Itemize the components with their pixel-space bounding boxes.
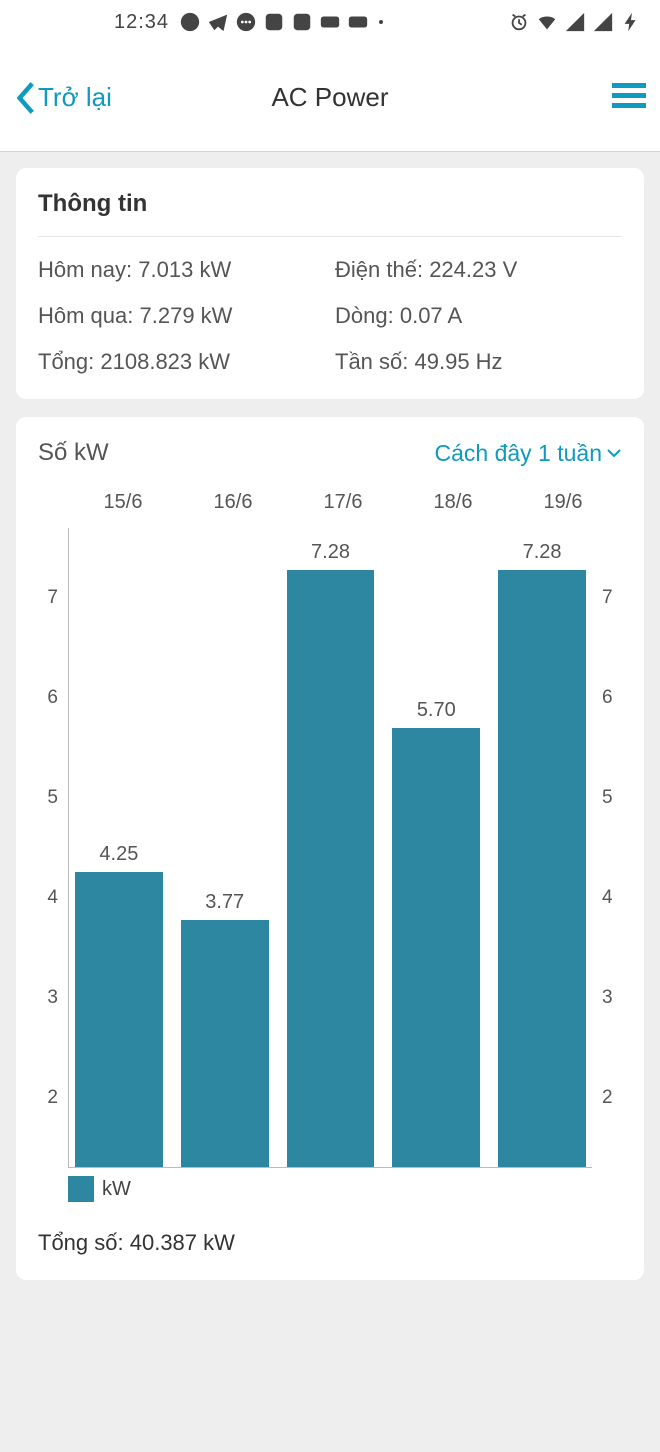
y-tick-label: 2 (602, 1087, 613, 1109)
bar[interactable] (181, 920, 269, 1167)
chevron-left-icon (14, 80, 36, 116)
messenger-icon (179, 11, 201, 33)
y-tick-label: 3 (602, 987, 613, 1009)
chevron-down-icon (606, 448, 622, 458)
status-time: 12:34 (114, 11, 169, 34)
x-tick-label: 18/6 (398, 491, 508, 514)
x-tick-label: 17/6 (288, 491, 398, 514)
bar-column: 7.28 (287, 528, 375, 1167)
youtube2-icon (347, 11, 369, 33)
chart-card: Số kW Cách đây 1 tuần 15/616/617/618/619… (16, 417, 644, 1280)
status-bar: 12:34 (0, 0, 660, 44)
y-tick-label: 2 (47, 1087, 58, 1109)
chart-y-label: Số kW (38, 439, 109, 467)
info-today: Hôm nay: 7.013 kW (38, 257, 325, 283)
bar[interactable] (498, 570, 586, 1167)
back-button[interactable]: Trở lại (14, 80, 112, 116)
y-tick-label: 6 (47, 687, 58, 709)
bar-column: 5.70 (392, 528, 480, 1167)
range-label: Cách đây 1 tuần (434, 440, 602, 467)
app-header: Trở lại AC Power (0, 44, 660, 152)
y-tick-label: 4 (602, 887, 613, 909)
bar-value-label: 7.28 (523, 541, 562, 564)
back-label: Trở lại (38, 82, 112, 113)
bar[interactable] (287, 570, 375, 1167)
x-tick-label: 15/6 (68, 491, 178, 514)
y-tick-label: 3 (47, 987, 58, 1009)
x-tick-label: 16/6 (178, 491, 288, 514)
y-tick-label: 4 (47, 887, 58, 909)
chat-icon (235, 11, 257, 33)
y-axis-right: 2 3 4 5 6 7 (592, 528, 622, 1168)
bar-value-label: 4.25 (99, 843, 138, 866)
more-icon (379, 20, 383, 24)
zalo-icon (263, 11, 285, 33)
bar-column: 3.77 (181, 528, 269, 1167)
bar-value-label: 5.70 (417, 699, 456, 722)
info-total: Tổng: 2108.823 kW (38, 349, 325, 375)
info-voltage: Điện thế: 224.23 V (335, 257, 622, 283)
bar-column: 7.28 (498, 528, 586, 1167)
x-axis-labels: 15/616/617/618/619/6 (38, 491, 622, 514)
y-tick-label: 7 (47, 587, 58, 609)
info-card-title: Thông tin (38, 190, 622, 237)
telegram-icon (207, 11, 229, 33)
zalo2-icon (291, 11, 313, 33)
youtube-icon (319, 11, 341, 33)
alarm-icon (508, 11, 530, 33)
bars-container: 4.25 3.77 7.28 5.70 7.28 (69, 528, 592, 1167)
chart-legend: kW (38, 1176, 622, 1202)
hamburger-icon (612, 81, 646, 109)
content-area: Thông tin Hôm nay: 7.013 kW Điện thế: 22… (0, 152, 660, 1280)
status-left-icons (179, 11, 387, 33)
chart-area: 2 3 4 5 6 7 4.25 3.77 7.28 5.70 7.28 2 3 4 5 6 7 (38, 528, 622, 1168)
legend-swatch (68, 1176, 94, 1202)
y-tick-label: 5 (602, 787, 613, 809)
info-freq: Tần số: 49.95 Hz (335, 349, 622, 375)
bar-value-label: 7.28 (311, 541, 350, 564)
chart-total: Tổng số: 40.387 kW (38, 1230, 622, 1256)
legend-label: kW (102, 1178, 131, 1201)
signal2-icon (592, 11, 614, 33)
info-current: Dòng: 0.07 A (335, 303, 622, 329)
menu-button[interactable] (612, 81, 646, 114)
info-grid: Hôm nay: 7.013 kW Điện thế: 224.23 V Hôm… (38, 257, 622, 375)
y-tick-label: 6 (602, 687, 613, 709)
chart-container: 15/616/617/618/619/6 2 3 4 5 6 7 4.25 3.77 7.28… (38, 491, 622, 1256)
bar[interactable] (75, 872, 163, 1167)
bar-column: 4.25 (75, 528, 163, 1167)
info-yesterday: Hôm qua: 7.279 kW (38, 303, 325, 329)
wifi-icon (536, 11, 558, 33)
plot-area: 4.25 3.77 7.28 5.70 7.28 (68, 528, 592, 1168)
x-tick-label: 19/6 (508, 491, 618, 514)
status-right-icons (508, 11, 642, 33)
signal1-icon (564, 11, 586, 33)
charging-icon (620, 11, 642, 33)
bar[interactable] (392, 728, 480, 1167)
y-tick-label: 5 (47, 787, 58, 809)
chart-header: Số kW Cách đây 1 tuần (38, 439, 622, 467)
info-card: Thông tin Hôm nay: 7.013 kW Điện thế: 22… (16, 168, 644, 399)
range-selector[interactable]: Cách đây 1 tuần (434, 440, 622, 467)
y-axis-left: 2 3 4 5 6 7 (38, 528, 68, 1168)
y-tick-label: 7 (602, 587, 613, 609)
bar-value-label: 3.77 (205, 891, 244, 914)
